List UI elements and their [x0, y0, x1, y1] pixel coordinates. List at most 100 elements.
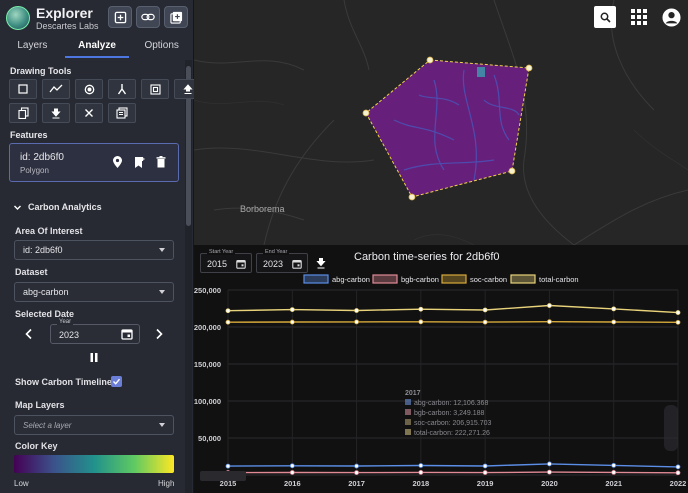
data-point-bgb-carbon — [611, 470, 617, 475]
vertex-handle[interactable] — [362, 109, 370, 117]
color-key-label: Color Key — [15, 441, 58, 451]
merge-button[interactable] — [108, 79, 136, 99]
end-year-value: 2023 — [263, 259, 284, 269]
copy-button[interactable] — [9, 103, 37, 123]
data-point-soc-carbon — [225, 319, 231, 325]
color-key-low: Low — [14, 479, 29, 488]
frame-icon — [149, 83, 161, 95]
tab-options[interactable]: Options — [144, 40, 179, 51]
aoi-polygon[interactable] — [365, 59, 530, 198]
caret-down-icon — [159, 248, 165, 252]
tab-layers[interactable]: Layers — [17, 40, 48, 51]
data-point-total-carbon — [675, 310, 681, 315]
link-icon — [141, 13, 155, 21]
tooltip-line: total-carbon: 222,271.26 — [414, 430, 490, 437]
map-view[interactable]: Borborema — [194, 0, 688, 245]
checkmark-icon — [113, 378, 121, 385]
data-point-abg-carbon — [482, 463, 488, 469]
data-point-total-carbon — [547, 303, 552, 308]
data-point-soc-carbon — [289, 319, 295, 325]
series-line-abg-carbon — [227, 463, 679, 468]
selected-date-label: Selected Date — [15, 309, 75, 319]
bookmark-add-icon[interactable] — [134, 156, 145, 169]
aoi-label: Area Of Interest — [15, 226, 83, 236]
data-point-abg-carbon — [289, 463, 295, 469]
vertex-handle[interactable] — [525, 64, 533, 72]
zoom-slider[interactable] — [664, 405, 678, 451]
legend-label-soc-carbon: soc-carbon — [470, 275, 507, 284]
aoi-select[interactable]: id: 2db6f0 — [14, 240, 174, 260]
draw-polyline-button[interactable] — [42, 79, 70, 99]
tab-analyze[interactable]: Analyze — [64, 36, 130, 58]
chevron-right-icon[interactable] — [154, 328, 164, 340]
pause-icon[interactable] — [89, 352, 99, 363]
download-button[interactable] — [42, 103, 70, 123]
feature-card[interactable]: id: 2db6f0 Polygon — [9, 143, 179, 182]
y-tick-label: 100,000 — [194, 397, 221, 406]
data-point-abg-carbon — [418, 463, 424, 468]
calendar-icon[interactable] — [121, 328, 133, 340]
sidebar-scrollbar[interactable] — [185, 60, 192, 493]
tooltip-year: 2017 — [405, 390, 421, 397]
data-point-bgb-carbon — [675, 470, 681, 476]
account-button[interactable] — [660, 6, 682, 28]
carbon-timeline-checkbox[interactable] — [111, 376, 122, 387]
data-point-bgb-carbon — [482, 470, 488, 475]
start-year-input[interactable]: Start Year 2015 — [200, 249, 252, 273]
carbon-analytics-accordion[interactable]: Carbon Analytics — [9, 198, 185, 216]
clear-button[interactable] — [75, 103, 103, 123]
x-tick-label: 2019 — [477, 479, 494, 488]
tooltip-line: bgb-carbon: 3,249.188 — [414, 410, 485, 417]
vertex-handle[interactable] — [508, 167, 516, 175]
year-value: 2023 — [59, 330, 80, 340]
upload-icon — [183, 83, 193, 94]
dataset-select[interactable]: abg-carbon — [14, 282, 174, 302]
date-selector: Year 2023 — [24, 319, 164, 346]
copy-icon — [17, 107, 29, 119]
y-tick-label: 50,000 — [198, 434, 221, 443]
scrollbar-thumb[interactable] — [186, 66, 191, 226]
end-year-input[interactable]: End Year 2023 — [256, 249, 308, 273]
series-line-bgb-carbon — [227, 471, 679, 474]
download-chart-icon[interactable] — [316, 258, 326, 269]
tooltip-swatch — [405, 419, 411, 425]
calendar-icon[interactable] — [292, 259, 302, 269]
add-layer-button[interactable] — [164, 6, 188, 28]
draw-rectangle-button[interactable] — [9, 79, 37, 99]
chevron-left-icon[interactable] — [24, 328, 34, 340]
tooltip-swatch — [405, 429, 411, 435]
apps-grid-button[interactable] — [628, 6, 650, 28]
data-point-soc-carbon — [611, 319, 617, 325]
draw-circle-button[interactable] — [75, 79, 103, 99]
map-layer-select[interactable]: Select a layer — [14, 415, 174, 435]
vertex-handle[interactable] — [408, 193, 416, 201]
legend-label-bgb-carbon: bgb-carbon — [401, 275, 439, 284]
data-point-soc-carbon — [354, 319, 359, 325]
merge-icon — [117, 84, 127, 95]
calendar-icon[interactable] — [236, 259, 246, 269]
x-tick-label: 2016 — [284, 479, 301, 488]
trash-icon[interactable] — [156, 156, 166, 168]
y-tick-label: 250,000 — [194, 286, 221, 295]
data-point-soc-carbon — [547, 319, 552, 325]
series-line-total-carbon — [227, 304, 679, 314]
year-input[interactable]: Year 2023 — [50, 319, 140, 344]
map-search-button[interactable] — [594, 6, 616, 28]
data-point-abg-carbon — [675, 464, 681, 470]
vertex-handle[interactable] — [426, 56, 434, 64]
layers-stack-icon — [116, 107, 128, 119]
data-point-abg-carbon — [611, 462, 617, 468]
chevron-down-icon — [14, 205, 21, 210]
data-point-soc-carbon — [675, 319, 681, 325]
add-item-button[interactable] — [108, 6, 132, 28]
feature-list-button[interactable] — [108, 103, 136, 123]
select-frame-button[interactable] — [141, 79, 169, 99]
location-pin-icon[interactable] — [112, 156, 123, 169]
x-tick-label: 2018 — [413, 479, 430, 488]
share-link-button[interactable] — [136, 6, 160, 28]
caret-down-icon — [159, 290, 165, 294]
data-point-abg-carbon — [354, 463, 359, 469]
drawing-tools-grid — [9, 79, 202, 123]
legend-label-total-carbon: total-carbon — [539, 275, 579, 284]
